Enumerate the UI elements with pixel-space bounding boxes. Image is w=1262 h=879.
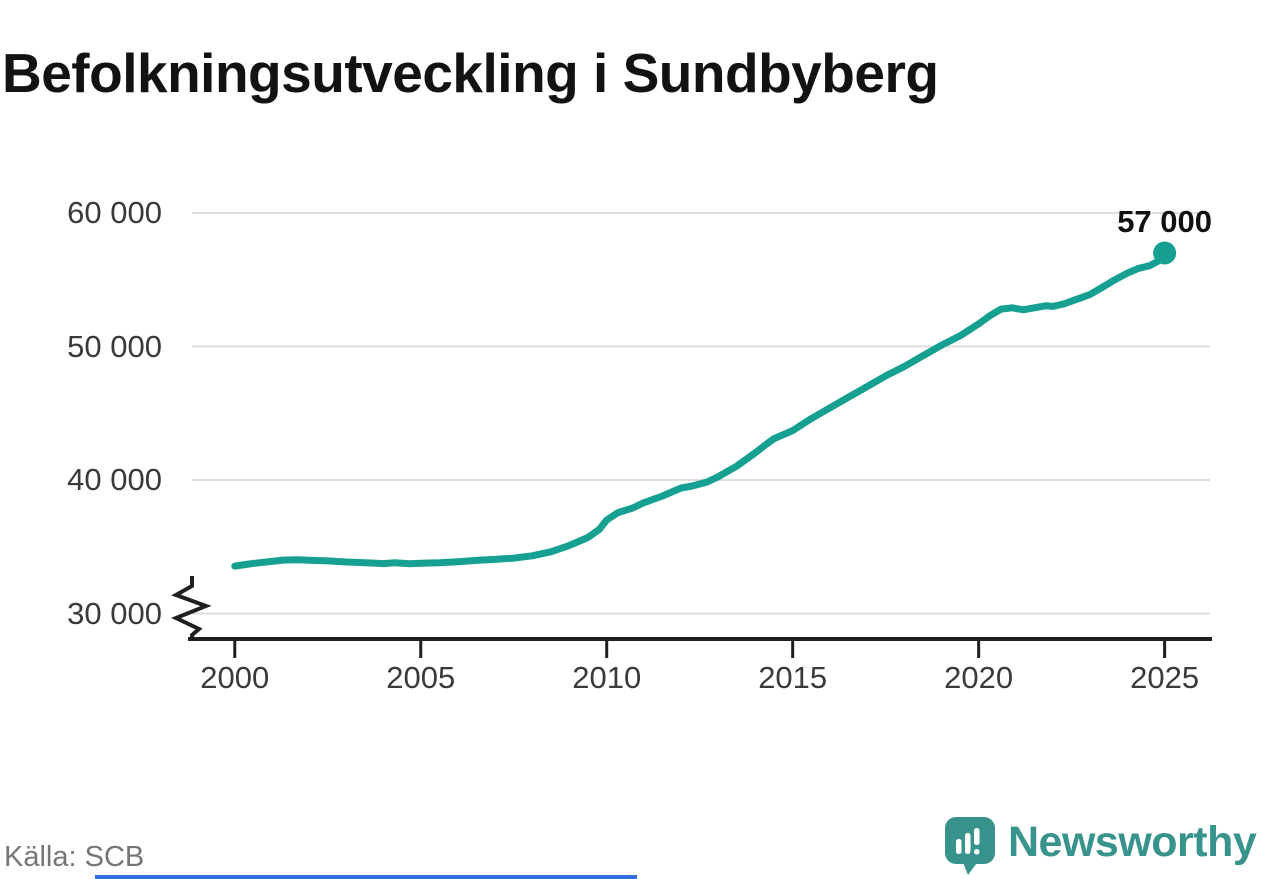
x-tick-label: 2000 [200, 660, 270, 695]
x-tick-label: 2025 [1130, 660, 1200, 695]
y-axis-break-icon [171, 576, 212, 641]
x-tick-label: 2020 [944, 660, 1014, 695]
series-end-label: 57 000 [1117, 204, 1213, 240]
population-line [231, 249, 1169, 570]
y-tick-label: 30 000 [67, 595, 162, 631]
series-end-dot [1153, 241, 1177, 265]
y-tick-label: 40 000 [67, 462, 162, 497]
newsworthy-speech-bubble-bars-icon [944, 816, 998, 879]
source-caption: Källa: SCB [4, 841, 145, 873]
bottom-blue-bar [95, 875, 637, 879]
x-tick-label: 2015 [758, 660, 828, 695]
x-tick-label: 2010 [572, 660, 642, 695]
y-tick-label: 50 000 [67, 328, 162, 364]
x-tick-label: 2005 [386, 660, 456, 695]
brand-logo: Newsworthy [944, 816, 1262, 876]
y-tick-label: 60 000 [67, 195, 162, 230]
page-title: Befolkningsutveckling i Sundbyberg [2, 41, 939, 104]
brand-wordmark: Newsworthy [1008, 818, 1257, 866]
